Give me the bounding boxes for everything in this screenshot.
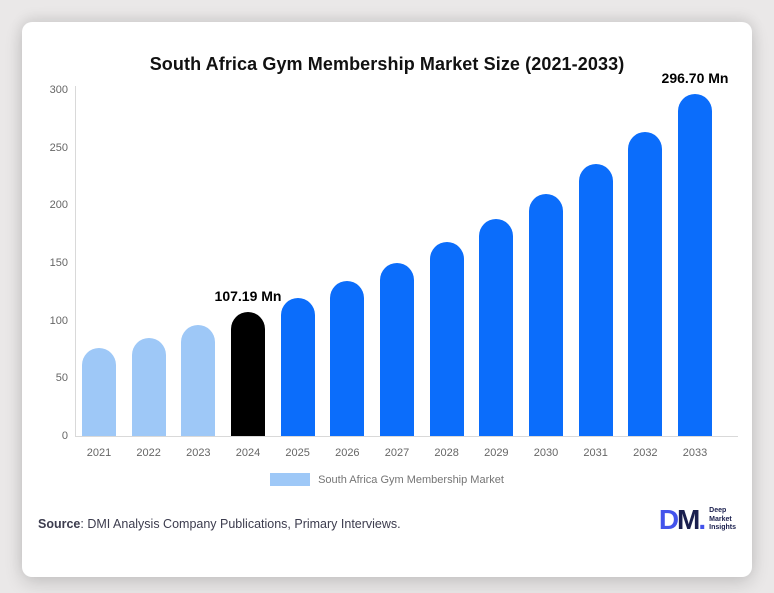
y-tick-300: 300 [49,84,68,96]
logo-line-deep: Deep [709,507,727,515]
bar-2023 [181,325,216,436]
x-axis-line [75,436,738,437]
logo-line-market: Market [709,515,732,523]
plot-area: 0 50 100 150 200 250 300 2021 2022 2023 2024 2025 20… [22,22,752,577]
y-tick-0: 0 [61,430,68,442]
bar-2028 [429,242,464,436]
dmi-logo: DM. Deep Market Insights [659,506,736,534]
bar-value-label-2024: 107.19 Mn [214,288,282,305]
x-tick-2029: 2029 [484,447,509,459]
dmi-logo-monogram-icon: DM. [658,504,706,535]
logo-dot: . [698,504,706,535]
x-tick-2025: 2025 [285,447,310,459]
bar-2029 [479,219,514,436]
legend-swatch [270,473,311,486]
y-tick-250: 250 [49,141,68,154]
bar-2024 [231,312,265,436]
x-tick-2030: 2030 [533,447,559,459]
x-tick-2027: 2027 [384,447,410,459]
bar-2021 [82,348,116,436]
bar-2022 [131,337,166,436]
x-tick-2028: 2028 [434,447,459,459]
y-tick-200: 200 [49,199,68,212]
bar-value-label-2033: 296.70 Mn [661,69,729,86]
y-tick-100: 100 [49,314,68,327]
bar-2031 [578,163,613,436]
source-line: Source: DMI Analysis Company Publication… [38,517,401,531]
legend-label: South Africa Gym Membership Market [318,473,504,486]
legend: South Africa Gym Membership Market [22,473,752,486]
x-tick-2031: 2031 [583,447,608,459]
x-tick-2021: 2021 [86,447,112,459]
chart-title: South Africa Gym Membership Market Size … [149,54,625,74]
chart-card: South Africa Gym Membership Market Size … [22,22,752,577]
bar-2033 [678,93,712,436]
dmi-logo-text: Deep Market Insights [709,507,736,532]
x-tick-2023: 2023 [186,447,211,459]
bar-2032 [628,131,663,436]
x-tick-2024: 2024 [235,447,261,459]
bar-2030 [529,193,563,436]
logo-letter-m: M [677,504,700,535]
x-tick-2026: 2026 [335,447,360,459]
x-tick-2033: 2033 [682,447,708,459]
y-axis-line [75,86,76,436]
y-tick-150: 150 [49,257,68,269]
bar-2025 [280,297,315,436]
logo-letter-d: D [658,504,679,535]
logo-line-insights: Insights [709,524,736,532]
x-tick-2022: 2022 [136,447,161,459]
y-tick-50: 50 [55,372,68,385]
bar-2026 [330,281,365,436]
x-tick-2032: 2032 [633,447,658,459]
bar-2027 [380,263,414,436]
source-text: : DMI Analysis Company Publications, Pri… [80,517,401,531]
source-label: Source [38,517,81,531]
